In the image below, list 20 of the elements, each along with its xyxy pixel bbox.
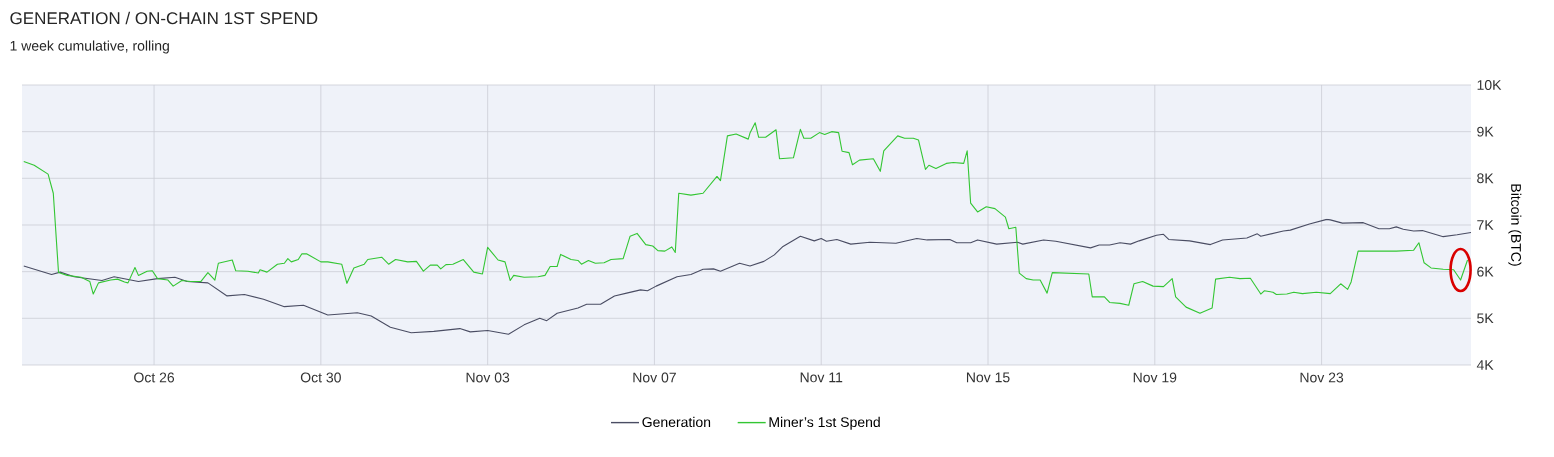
x-tick-label: Nov 03 <box>466 372 510 383</box>
y-axis-title: Bitcoin (BTC) <box>1508 184 1522 266</box>
x-tick-label: Nov 23 <box>1300 372 1344 383</box>
y-tick-label: 8K <box>1477 173 1494 184</box>
y-tick-label: 4K <box>1476 360 1494 370</box>
y-tick-label: 9K <box>1477 126 1494 137</box>
y-tick-label: 7K <box>1477 220 1494 230</box>
y-tick-label: 6K <box>1477 266 1494 277</box>
chart-title: GENERATION / ON-CHAIN 1ST SPEND <box>10 11 318 25</box>
x-tick-label: Nov 11 <box>800 372 843 383</box>
y-tick-label: 10K <box>1477 80 1502 90</box>
x-tick-label: Nov 15 <box>966 372 1010 383</box>
x-tick-label: Nov 19 <box>1133 372 1177 383</box>
x-tick-label: Oct 26 <box>134 372 175 383</box>
chart-subtitle: 1 week cumulative, rolling <box>10 40 169 54</box>
legend-label: Generation <box>642 416 711 428</box>
x-tick-label: Oct 30 <box>300 372 341 383</box>
y-tick-label: 5K <box>1477 313 1494 324</box>
x-tick-label: Nov 07 <box>633 372 676 383</box>
legend-label: Miner’s 1st Spend <box>769 416 880 430</box>
